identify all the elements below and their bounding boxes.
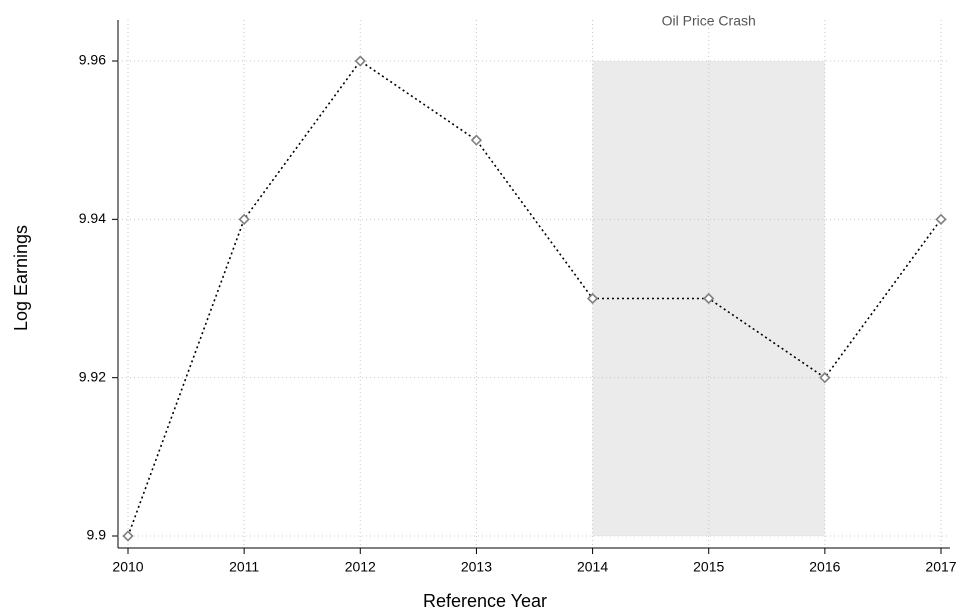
y-tick-label: 9.94 — [79, 210, 106, 226]
data-line — [127, 59, 942, 537]
x-tick-label: 2013 — [461, 559, 492, 575]
point-marker — [122, 530, 134, 542]
point-marker — [703, 292, 715, 305]
point-marker — [238, 213, 250, 225]
x-tick-label: 2017 — [925, 559, 956, 575]
point-marker — [586, 292, 599, 305]
x-tick-label: 2012 — [345, 559, 376, 575]
x-tick-label: 2015 — [693, 559, 724, 575]
point-marker — [935, 213, 947, 225]
x-tick-label: 2016 — [809, 559, 840, 575]
y-axis-title: Log Earnings — [11, 225, 31, 331]
y-tick-label: 9.9 — [87, 527, 107, 543]
point-marker — [470, 134, 483, 146]
point-marker — [819, 372, 831, 384]
y-tick-label: 9.96 — [79, 52, 106, 68]
y-tick-label: 9.92 — [79, 368, 106, 384]
x-tick-label: 2014 — [577, 559, 608, 575]
x-axis-title: Reference Year — [423, 591, 547, 611]
x-tick-label: 2010 — [112, 559, 143, 575]
x-tick-label: 2011 — [229, 559, 259, 575]
point-marker — [354, 55, 366, 67]
